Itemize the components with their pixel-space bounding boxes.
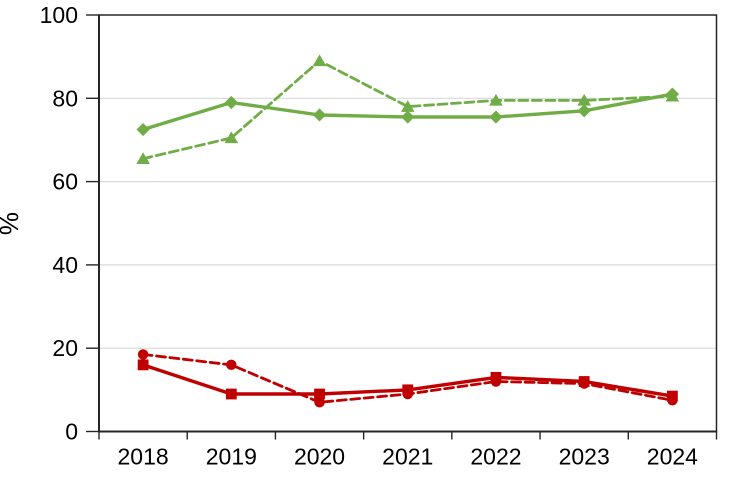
marker-square [314, 388, 325, 400]
marker-square [137, 359, 149, 371]
x-tick-label: 2022 [470, 444, 521, 470]
marker-square [490, 371, 502, 383]
marker-diamond [401, 110, 415, 124]
marker-diamond [577, 104, 591, 118]
y-tick-label: 100 [40, 2, 78, 28]
series-layer [136, 54, 680, 408]
marker-square [402, 384, 414, 396]
marker-diamond [224, 95, 238, 110]
y-tick-label: 0 [65, 419, 78, 445]
y-tick-label: 60 [52, 169, 78, 195]
marker-triangle [489, 93, 503, 106]
y-tick-label: 40 [52, 252, 78, 278]
x-tick-label: 2024 [647, 444, 698, 470]
marker-circle [314, 397, 325, 408]
marker-diamond [136, 122, 150, 137]
marker-square [225, 388, 237, 400]
y-tick-label: 20 [52, 335, 78, 361]
y-axis-title: % [0, 212, 24, 235]
marker-circle [226, 359, 237, 371]
marker-triangle [136, 152, 150, 164]
marker-circle [137, 349, 149, 360]
marker-square [666, 390, 678, 402]
plot-border [98, 14, 718, 433]
marker-square [578, 376, 590, 387]
axes-layer [86, 14, 718, 440]
marker-triangle [400, 100, 415, 112]
marker-triangle [312, 54, 327, 67]
x-tick-label: 2020 [294, 444, 345, 470]
marker-triangle [665, 89, 680, 102]
axis-labels-layer: 0 20 40 60 80 100 2018 2019 2020 2021 2022 2023 2024 [40, 2, 699, 470]
x-tick-label: 2021 [382, 444, 433, 470]
marker-triangle [224, 131, 239, 144]
marker-triangle [577, 93, 591, 106]
marker-diamond [489, 110, 503, 124]
y-tick-label: 80 [52, 85, 78, 111]
marker-diamond [312, 108, 327, 122]
x-tick-label: 2023 [559, 444, 610, 470]
gridlines-layer [99, 97, 717, 349]
x-tick-label: 2019 [206, 444, 257, 470]
x-tick-label: 2018 [118, 444, 169, 470]
